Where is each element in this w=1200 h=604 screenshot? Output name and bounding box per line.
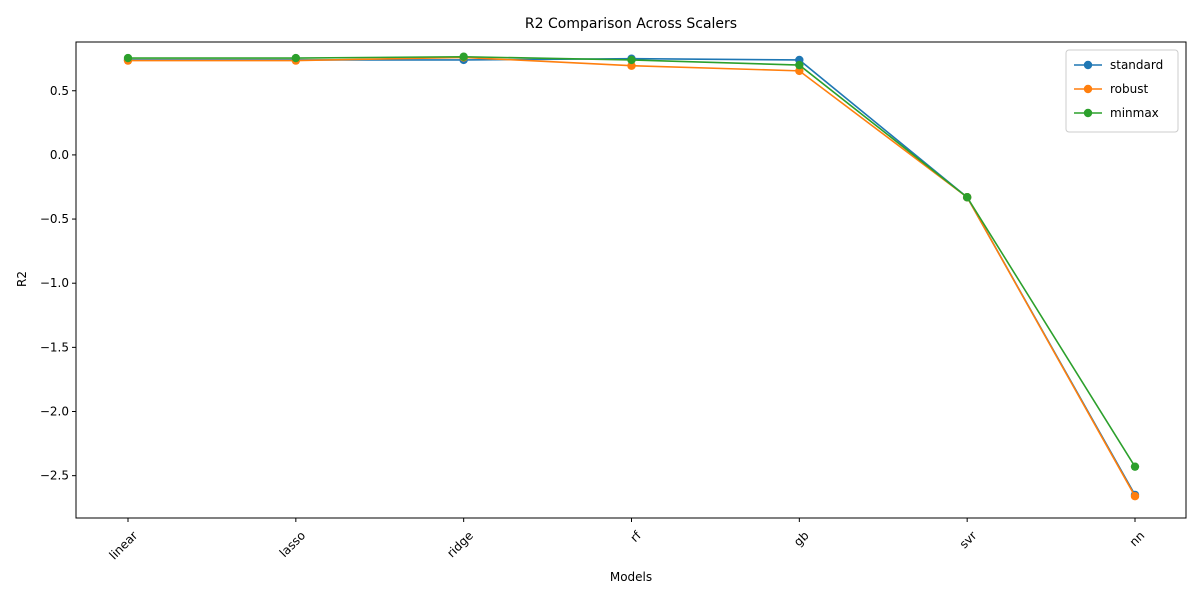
data-point-robust [795, 66, 804, 76]
legend-marker-robust [1083, 84, 1093, 94]
data-point-minmax [962, 193, 972, 202]
series-minmax [123, 52, 1140, 471]
data-point-minmax [795, 60, 804, 70]
legend-label-minmax: minmax [1110, 106, 1159, 120]
legend-marker-minmax [1083, 108, 1093, 118]
y-tick-label: 0.0 [50, 148, 69, 162]
data-point-minmax [459, 52, 468, 61]
legend-label-robust: robust [1110, 82, 1148, 96]
y-tick-label: 0.5 [50, 84, 69, 98]
data-point-minmax [1130, 462, 1140, 471]
data-point-robust [1130, 491, 1140, 501]
legend-marker-standard [1083, 60, 1093, 70]
y-axis-label: R2 [15, 271, 29, 287]
y-tick-label: −2.0 [40, 405, 69, 419]
y-tick-label: −1.5 [40, 340, 69, 354]
data-point-robust [627, 61, 636, 70]
series-lines [123, 52, 1140, 501]
y-tick-label: −1.0 [40, 276, 69, 290]
data-point-minmax [123, 53, 133, 63]
y-tick-label: −2.5 [40, 469, 69, 483]
chart-title: R2 Comparison Across Scalers [525, 16, 737, 32]
x-axis-label: Models [610, 570, 652, 584]
legend-box [1065, 49, 1179, 133]
legend-label-standard: standard [1110, 58, 1163, 72]
y-tick-label: −0.5 [40, 212, 69, 226]
data-point-minmax [291, 53, 301, 63]
legend: standard robust minmax [1065, 49, 1179, 133]
data-point-minmax [627, 55, 636, 65]
